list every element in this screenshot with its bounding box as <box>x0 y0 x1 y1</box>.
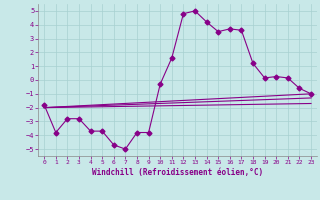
X-axis label: Windchill (Refroidissement éolien,°C): Windchill (Refroidissement éolien,°C) <box>92 168 263 177</box>
